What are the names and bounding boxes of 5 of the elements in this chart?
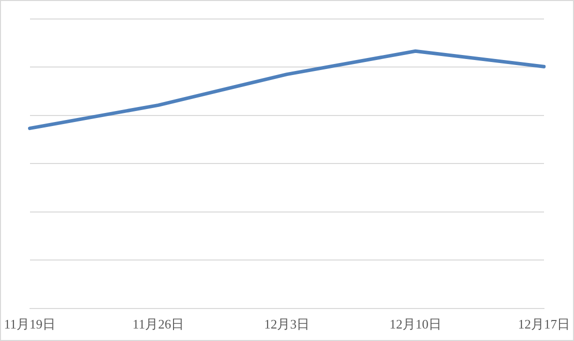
x-tick-label: 12月3日 (264, 316, 310, 332)
x-tick-label: 12月17日 (518, 316, 570, 332)
x-tick-label: 11月19日 (4, 316, 56, 332)
x-tick-label: 11月26日 (132, 316, 184, 332)
x-tick-label: 12月10日 (389, 316, 442, 332)
